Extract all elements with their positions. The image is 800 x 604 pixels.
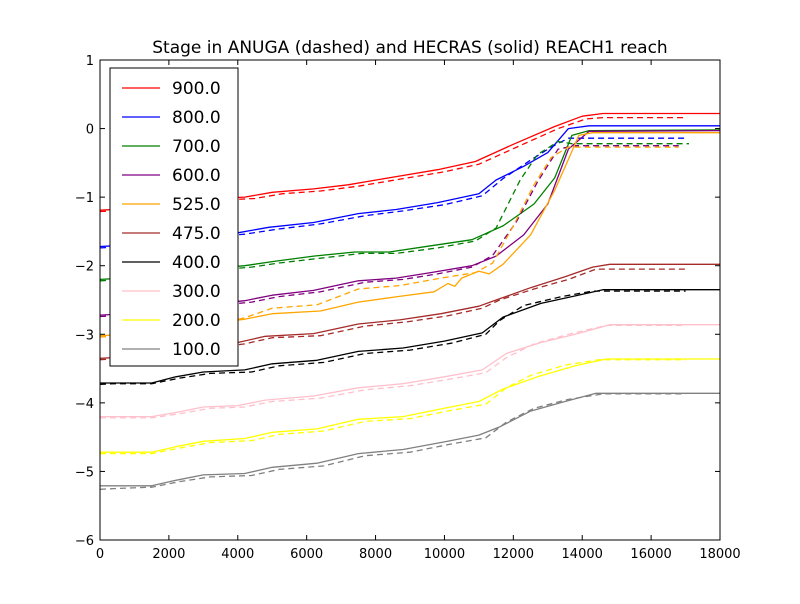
series-solid-100.0 bbox=[100, 392, 720, 487]
x-tick-label: 16000 bbox=[630, 547, 671, 562]
legend-label: 400.0 bbox=[172, 253, 221, 273]
legend-label: 800.0 bbox=[172, 108, 221, 128]
x-tick-label: 4000 bbox=[221, 547, 254, 562]
chart-title: Stage in ANUGA (dashed) and HECRAS (soli… bbox=[152, 38, 667, 58]
x-axis: 0 2000 4000 6000 8000 10000 12000 14000 16000 180… bbox=[96, 60, 741, 562]
x-tick-label: 14000 bbox=[562, 547, 603, 562]
legend-label: 475.0 bbox=[172, 224, 221, 244]
legend-label: 100.0 bbox=[172, 340, 221, 360]
x-tick-label: 8000 bbox=[359, 547, 392, 562]
legend-label: 525.0 bbox=[172, 195, 221, 215]
y-tick-label: −3 bbox=[75, 328, 94, 343]
legend: 900.0 800.0 700.0 600.0 525.0 475.0 400.0 300.0… bbox=[109, 67, 239, 367]
legend-label: 700.0 bbox=[172, 137, 221, 157]
x-tick-label: 2000 bbox=[152, 547, 185, 562]
series-dashed-200.0 bbox=[100, 359, 686, 455]
x-tick-label: 18000 bbox=[699, 547, 740, 562]
series-solid-300.0 bbox=[100, 324, 720, 418]
x-tick-label: 12000 bbox=[493, 547, 534, 562]
series-solid-400.0 bbox=[100, 289, 720, 384]
y-tick-label: −6 bbox=[75, 534, 94, 549]
y-tick-label: −5 bbox=[75, 465, 94, 480]
y-tick-label: 0 bbox=[86, 123, 94, 138]
x-tick-label: 0 bbox=[96, 547, 104, 562]
series-dashed-400.0 bbox=[99, 290, 686, 385]
x-tick-label: 6000 bbox=[290, 547, 323, 562]
legend-label: 900.0 bbox=[172, 79, 221, 99]
series-solid-200.0 bbox=[100, 358, 720, 453]
y-tick-label: −4 bbox=[75, 397, 94, 412]
y-tick-label: −1 bbox=[75, 191, 94, 206]
legend-label: 600.0 bbox=[172, 166, 221, 186]
legend-label: 300.0 bbox=[172, 282, 221, 302]
legend-box bbox=[109, 67, 239, 367]
legend-label: 200.0 bbox=[172, 311, 221, 331]
y-tick-label: −2 bbox=[75, 260, 94, 275]
y-axis: −6 −5 −4 −3 −2 −1 0 1 bbox=[75, 54, 720, 549]
x-tick-label: 10000 bbox=[424, 547, 465, 562]
plot-frame bbox=[99, 59, 721, 541]
y-tick-label: 1 bbox=[86, 54, 94, 69]
series-dashed-300.0 bbox=[100, 324, 686, 419]
series-dashed-100.0 bbox=[99, 393, 686, 490]
